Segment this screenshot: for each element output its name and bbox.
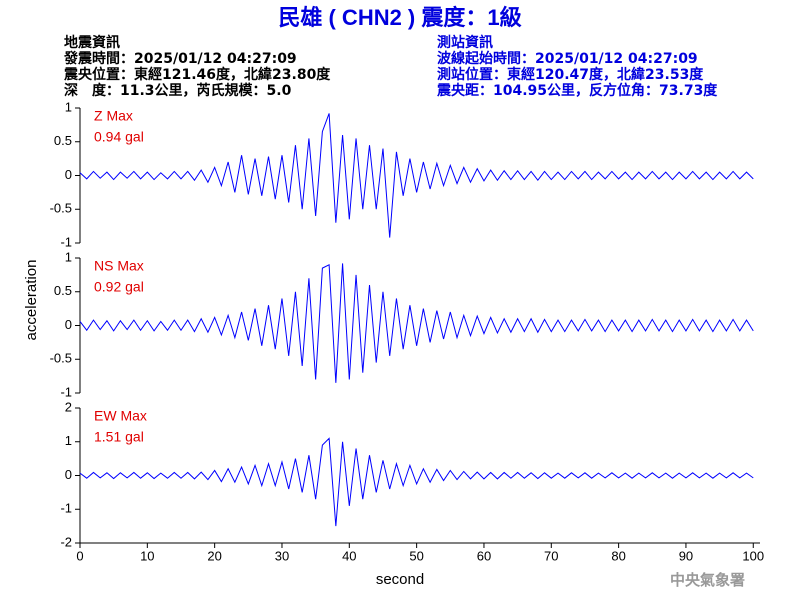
info-line: 深 度：11.3公里，芮氏規模：5.0 bbox=[64, 82, 292, 99]
x-tick-label: 100 bbox=[742, 548, 764, 563]
y-tick-label: -0.5 bbox=[50, 351, 72, 366]
y-tick-label: 0 bbox=[65, 467, 72, 482]
waveform bbox=[79, 263, 754, 383]
x-tick-label: 70 bbox=[544, 548, 558, 563]
y-tick-label: -0.5 bbox=[50, 201, 72, 216]
info-line: 震央位置：東經121.46度，北緯23.80度 bbox=[63, 66, 331, 83]
x-tick-label: 90 bbox=[679, 548, 693, 563]
info-line: 測站位置：東經120.47度，北緯23.53度 bbox=[437, 66, 704, 83]
x-tick-label: 30 bbox=[275, 548, 289, 563]
x-tick-label: 40 bbox=[342, 548, 356, 563]
x-tick-label: 20 bbox=[207, 548, 221, 563]
y-tick-label: -1 bbox=[60, 384, 72, 399]
info-line: 發震時間：2025/01/12 04:27:09 bbox=[63, 50, 297, 67]
y-tick-label: 0 bbox=[65, 167, 72, 182]
watermark: 中央氣象署 bbox=[670, 571, 745, 589]
y-tick-label: 1 bbox=[65, 433, 72, 448]
y-tick-label: 0.5 bbox=[54, 283, 72, 298]
info-line: 測站資訊 bbox=[437, 34, 493, 51]
y-tick-label: 0 bbox=[65, 317, 72, 332]
y-tick-label: -2 bbox=[60, 534, 72, 549]
x-axis-label: second bbox=[376, 571, 424, 588]
x-tick-label: 60 bbox=[477, 548, 491, 563]
max-label: 0.94 gal bbox=[94, 129, 144, 145]
max-label: 1.51 gal bbox=[94, 429, 144, 445]
station-info: 測站資訊 波線起始時間：2025/01/12 04:27:09 測站位置：東經1… bbox=[436, 34, 718, 99]
waveform bbox=[79, 437, 754, 527]
chart-title: 民雄 ( CHN2 ) 震度：1級 bbox=[278, 5, 521, 30]
y-axis-label: acceleration bbox=[23, 260, 40, 341]
info-line: 地震資訊 bbox=[64, 34, 120, 51]
x-tick-label: 10 bbox=[140, 548, 154, 563]
y-tick-label: 0.5 bbox=[54, 133, 72, 148]
component-label: EW Max bbox=[94, 408, 147, 424]
info-line: 震央距：104.95公里，反方位角：73.73度 bbox=[436, 82, 718, 99]
component-label: Z Max bbox=[94, 108, 133, 124]
event-info: 地震資訊 發震時間：2025/01/12 04:27:09 震央位置：東經121… bbox=[63, 34, 331, 99]
y-tick-label: 1 bbox=[65, 99, 72, 114]
y-tick-label: -1 bbox=[60, 234, 72, 249]
x-tick-label: 80 bbox=[611, 548, 625, 563]
info-line: 波線起始時間：2025/01/12 04:27:09 bbox=[437, 50, 698, 67]
y-tick-label: -1 bbox=[60, 501, 72, 516]
y-tick-label: 2 bbox=[65, 399, 72, 414]
x-tick-label: 50 bbox=[409, 548, 423, 563]
x-tick-label: 0 bbox=[76, 548, 83, 563]
waveform bbox=[79, 113, 754, 238]
y-tick-label: 1 bbox=[65, 249, 72, 264]
component-label: NS Max bbox=[94, 258, 144, 274]
max-label: 0.92 gal bbox=[94, 279, 144, 295]
